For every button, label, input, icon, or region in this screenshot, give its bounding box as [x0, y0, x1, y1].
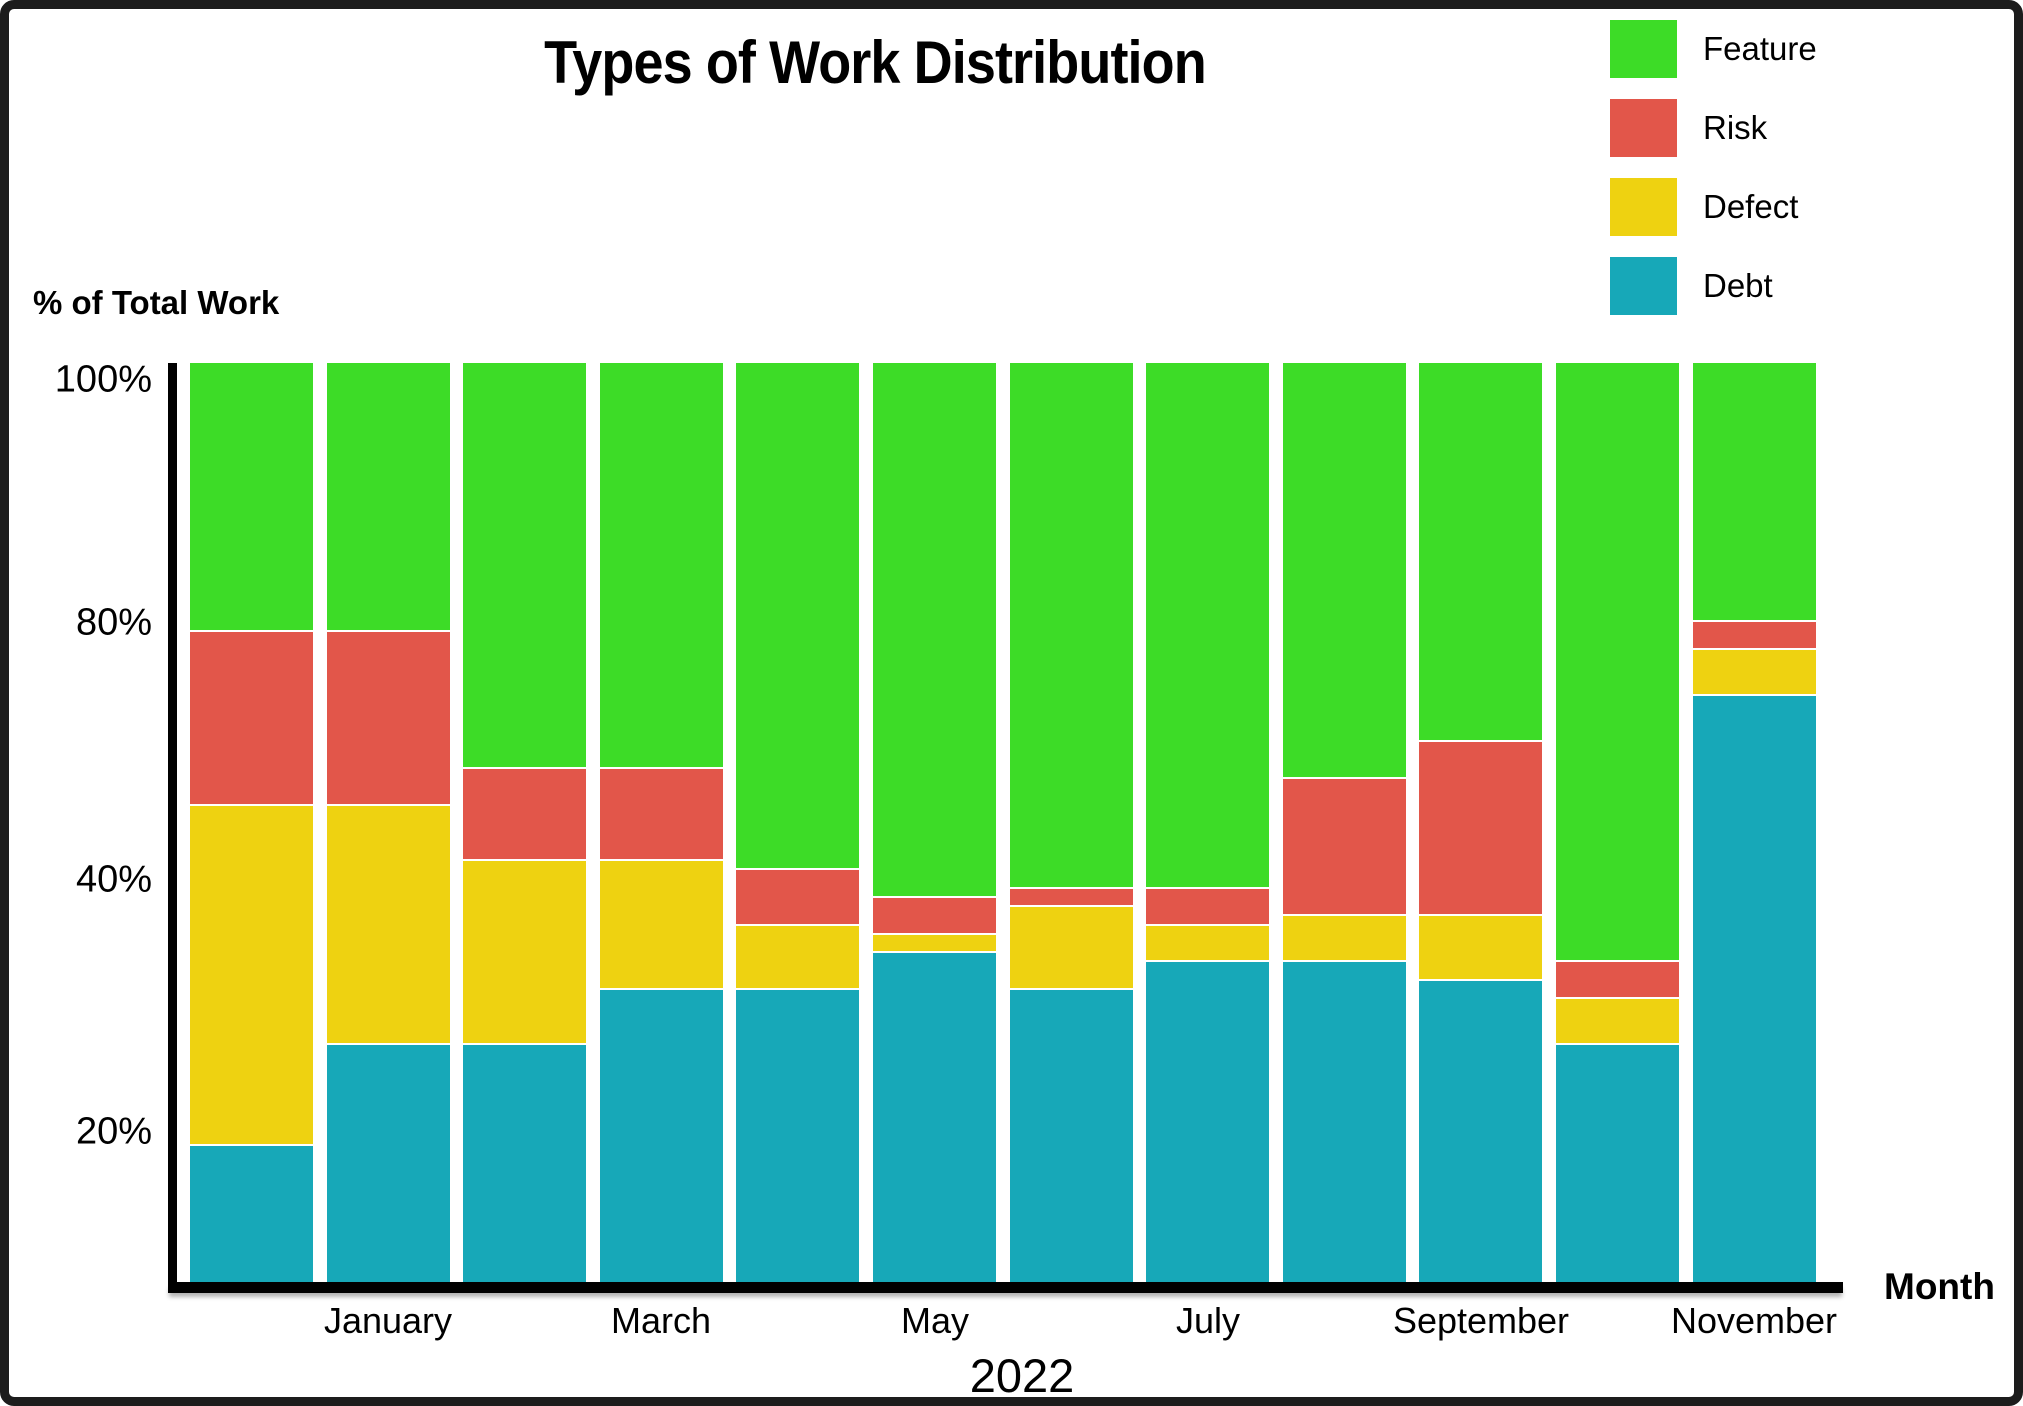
legend-item-risk: Risk [1610, 99, 1817, 157]
bar-segment-defect [1556, 997, 1679, 1044]
x-tick-label-may: May [900, 1300, 970, 1341]
bar-segment-debt [1556, 1043, 1679, 1282]
y-axis-line [168, 363, 177, 1293]
x-tick-label-july: July [1175, 1300, 1241, 1341]
x-axis-line [168, 1282, 1843, 1293]
bar-segment-feature [327, 363, 450, 630]
bar-segment-feature [1693, 363, 1816, 621]
bar-segment-defect [1419, 914, 1542, 979]
bar-segment-risk [1419, 739, 1542, 915]
legend-label: Risk [1703, 109, 1768, 146]
bar-august [1283, 363, 1406, 1282]
bar-segment-debt [190, 1144, 313, 1282]
legend: Feature Risk Defect Debt [1610, 20, 1817, 315]
y-tick-label: 40% [75, 858, 152, 901]
bar-segment-defect [327, 804, 450, 1044]
bar-segment-debt [736, 987, 859, 1282]
bar-january [327, 363, 450, 1282]
legend-item-defect: Defect [1610, 178, 1817, 236]
bar-segment-feature [1419, 363, 1542, 740]
bar-segment-feature [1146, 363, 1269, 887]
bar-october [1556, 363, 1679, 1282]
x-tick-label-november: November [1670, 1300, 1838, 1341]
bar-segment-risk [1556, 960, 1679, 998]
x-tick-label-january: January [323, 1300, 453, 1341]
bar-april [736, 363, 859, 1282]
chart-title: Types of Work Distribution [544, 29, 1207, 96]
bar-segment-feature [1556, 363, 1679, 961]
bar-segment-defect [190, 804, 313, 1145]
bar-segment-risk [600, 767, 723, 860]
bar-segment-feature [1283, 363, 1406, 777]
plot-area [190, 363, 1816, 1282]
bar-december [190, 363, 313, 1282]
bar-segment-defect [873, 932, 996, 952]
bar-segment-debt [463, 1043, 586, 1282]
bar-june [1010, 363, 1133, 1282]
bar-segment-defect [1010, 905, 1133, 988]
bar-february [463, 363, 586, 1282]
bar-segment-risk [1283, 776, 1406, 915]
bar-segment-debt [327, 1043, 450, 1282]
bar-segment-debt [873, 951, 996, 1282]
bar-may [873, 363, 996, 1282]
bar-segment-defect [736, 923, 859, 988]
bar-segment-feature [736, 363, 859, 869]
y-tick-label: 20% [75, 1110, 152, 1153]
x-axis-year-label: 2022 [969, 1349, 1075, 1402]
bar-segment-risk [1010, 886, 1133, 906]
legend-label: Debt [1703, 267, 1773, 304]
legend-label: Defect [1703, 188, 1799, 225]
bar-segment-feature [190, 363, 313, 630]
bar-segment-feature [1010, 363, 1133, 887]
bar-segment-feature [600, 363, 723, 768]
y-tick-label: 80% [75, 601, 152, 644]
bar-segment-feature [873, 363, 996, 897]
bar-segment-risk [736, 868, 859, 924]
legend-swatch-debt [1610, 257, 1677, 315]
y-axis-title: % of Total Work [33, 284, 280, 321]
bar-segment-debt [1693, 693, 1816, 1282]
bar-segment-defect [1693, 647, 1816, 694]
x-tick-label-march: March [610, 1300, 712, 1341]
bar-segment-defect [463, 859, 586, 1044]
bar-segment-debt [1283, 960, 1406, 1282]
bar-july [1146, 363, 1269, 1282]
y-tick-label: 100% [54, 358, 152, 401]
x-axis-tick-labels: January March May July September November [190, 1300, 1837, 1350]
bar-segment-debt [1146, 960, 1269, 1282]
bar-november [1693, 363, 1816, 1282]
bar-segment-defect [1146, 923, 1269, 961]
x-tick-label-september: September [1392, 1300, 1570, 1341]
bar-segment-risk [190, 629, 313, 805]
bar-segment-risk [1146, 886, 1269, 924]
bar-segment-defect [600, 859, 723, 988]
legend-item-debt: Debt [1610, 257, 1817, 315]
bar-segment-debt [1419, 978, 1542, 1282]
x-axis-title: Month [1884, 1266, 1995, 1307]
legend-label: Feature [1703, 30, 1817, 67]
bar-march [600, 363, 723, 1282]
bar-segment-risk [1693, 620, 1816, 648]
bar-segment-risk [463, 767, 586, 860]
legend-item-feature: Feature [1610, 20, 1817, 78]
bar-segment-feature [463, 363, 586, 768]
legend-swatch-feature [1610, 20, 1677, 78]
bar-segment-risk [873, 896, 996, 933]
y-axis-tick-labels: 100% 80% 40% 20% [0, 358, 158, 1282]
bar-segment-risk [327, 629, 450, 805]
legend-swatch-defect [1610, 178, 1677, 236]
bar-september [1419, 363, 1542, 1282]
bar-segment-debt [1010, 987, 1133, 1282]
bar-segment-defect [1283, 914, 1406, 961]
legend-swatch-risk [1610, 99, 1677, 157]
bar-segment-debt [600, 987, 723, 1282]
